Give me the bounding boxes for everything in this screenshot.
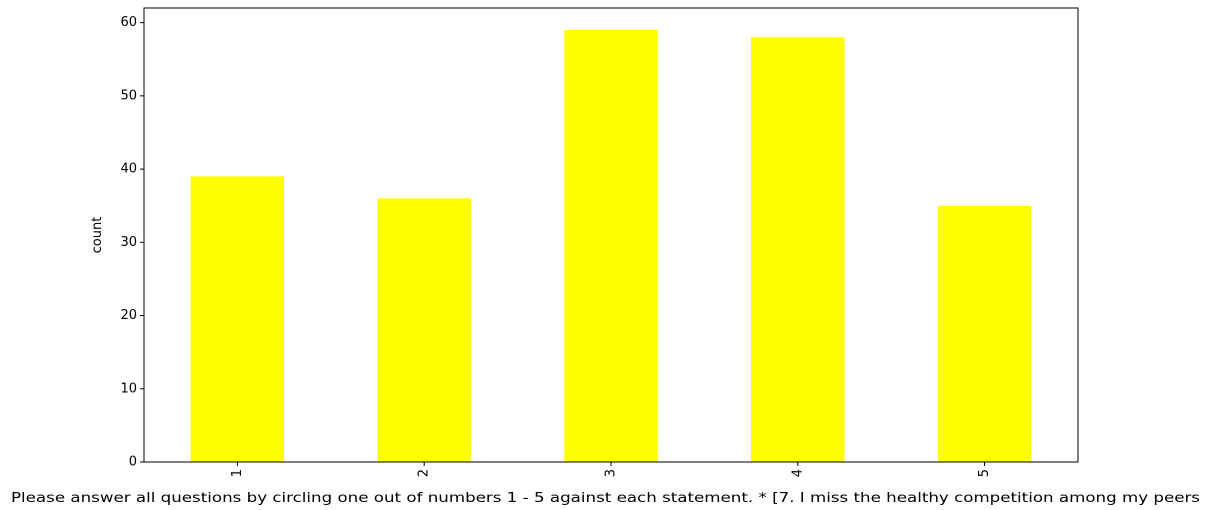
y-tick-label: 30 [120,235,137,250]
bar-1 [190,176,285,462]
bar-2 [377,198,471,463]
x-tick-label: 4 [790,469,805,477]
y-tick-label: 50 [120,88,137,103]
x-tick-label: 2 [417,469,432,477]
x-tick-label: 3 [604,469,619,477]
x-axis-label: Please answer all questions by circling … [11,491,1200,506]
y-tick-label: 10 [120,381,137,396]
x-tick-label: 1 [230,469,245,477]
y-tick-label: 60 [120,15,137,30]
y-tick-label: 20 [120,308,137,323]
x-axis: 1 2 3 4 5 [230,462,992,477]
bar-5 [937,205,1032,463]
bar-4 [751,37,845,463]
y-tick-label: 40 [120,162,137,177]
y-axis: 0 10 20 30 40 50 60 [120,15,144,470]
bars-group [190,29,1032,463]
y-tick-label: 0 [129,455,137,470]
bar-3 [564,29,658,462]
x-tick-label: 5 [977,469,992,477]
y-axis-label: count [90,217,105,254]
